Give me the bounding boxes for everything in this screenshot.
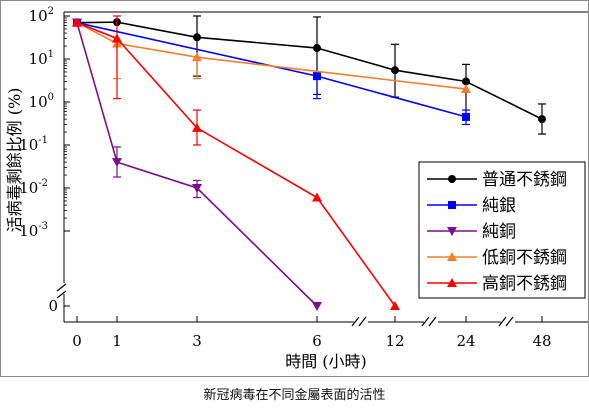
legend-label: 純銀	[482, 196, 516, 216]
y-axis-label: 活病毒剩餘比例 (%)	[5, 88, 24, 233]
x-axis-break-mark	[421, 316, 430, 327]
y-tick-label: 100	[29, 92, 54, 111]
legend-marker	[447, 278, 457, 287]
data-point	[461, 84, 471, 94]
data-point	[313, 44, 321, 53]
legend-label: 普通不銹鋼	[482, 170, 567, 190]
series-4	[72, 15, 400, 310]
data-point	[192, 52, 202, 62]
x-axis-break-gap	[501, 318, 515, 326]
y-tick-label: 0	[48, 297, 58, 315]
x-axis-break-gap	[424, 318, 438, 326]
y-tick-label: 10-3	[19, 221, 48, 240]
y-axis-break-mark	[56, 283, 67, 292]
x-axis-break-mark	[505, 316, 514, 327]
legend-entry: 高銅不銹鋼	[427, 274, 567, 294]
data-point	[72, 17, 82, 27]
y-axis-break-mark	[56, 290, 67, 299]
y-tick-label: 10-1	[19, 135, 48, 154]
legend-entry: 低銅不銹鋼	[427, 248, 567, 268]
data-point	[112, 33, 122, 43]
data-point	[193, 33, 201, 42]
data-point	[462, 77, 470, 86]
y-tick-label: 10-2	[19, 178, 48, 197]
data-point	[390, 301, 400, 310]
legend-label: 高銅不銹鋼	[482, 274, 567, 294]
legend-entry: 純銀	[427, 196, 516, 216]
series-line	[76, 22, 318, 307]
x-tick-label: 3	[192, 332, 202, 350]
legend-label: 純銅	[482, 222, 516, 242]
data-point	[312, 302, 322, 311]
x-tick-label: 48	[532, 332, 551, 350]
legend-entry: 普通不銹鋼	[427, 170, 567, 190]
y-tick-label: 101	[29, 49, 54, 68]
legend-label: 低銅不銹鋼	[482, 248, 567, 268]
data-point	[313, 72, 321, 81]
figure-frame	[0, 0, 589, 377]
y-tick-label: 102	[29, 6, 54, 25]
data-point	[462, 112, 470, 121]
x-tick-label: 6	[312, 332, 322, 350]
x-axis-break-gap	[354, 318, 368, 326]
x-axis-break-mark	[351, 316, 360, 327]
data-point	[538, 115, 546, 124]
x-tick-label: 12	[385, 332, 404, 350]
data-point	[192, 184, 202, 193]
legend-marker	[447, 252, 457, 261]
legend-entry: 純銅	[427, 222, 516, 242]
x-tick-label: 1	[112, 332, 122, 350]
data-point	[312, 192, 322, 202]
legend-marker	[448, 201, 456, 209]
x-axis-break-mark	[358, 316, 367, 327]
x-axis-break-mark	[428, 316, 437, 327]
legend-marker	[448, 175, 456, 183]
data-point	[391, 66, 399, 75]
data-point	[192, 122, 202, 132]
x-tick-label: 0	[72, 332, 82, 350]
x-tick-label: 24	[456, 332, 475, 350]
series-line	[76, 21, 467, 90]
figure-caption: 新冠病毒在不同金屬表面的活性	[203, 388, 386, 403]
chart: 102 101 100 10-1 10-2 10-3 00 1 3 6 12 24 48 普通不銹鋼純銀…	[5, 6, 588, 371]
legend-box	[418, 161, 586, 299]
legend-marker	[447, 227, 457, 236]
x-axis-label: 時間 (小時)	[285, 352, 367, 371]
data-point	[112, 158, 122, 168]
x-axis-break-mark	[498, 316, 507, 327]
y-axis-break-gap	[58, 283, 70, 294]
